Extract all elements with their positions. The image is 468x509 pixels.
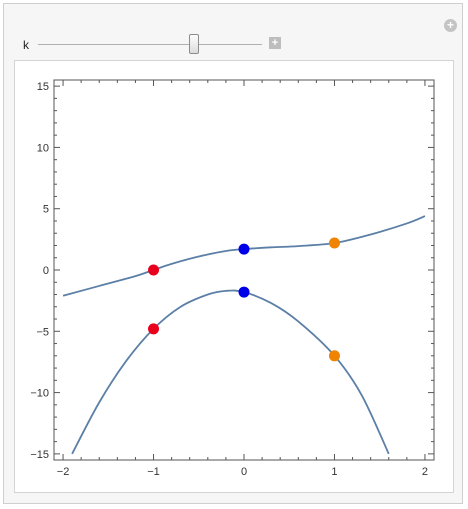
data-point — [329, 350, 340, 361]
data-point — [148, 265, 159, 276]
x-tick-label: 1 — [331, 466, 337, 478]
y-tick-label: −5 — [36, 326, 49, 338]
y-tick-label: 0 — [43, 265, 49, 277]
plot-frame — [54, 80, 434, 460]
x-tick-label: −2 — [57, 466, 70, 478]
x-tick-label: 2 — [422, 466, 428, 478]
add-circle-icon[interactable]: + — [444, 19, 457, 32]
y-tick-label: 10 — [37, 142, 49, 154]
data-point — [239, 244, 250, 255]
data-point — [239, 287, 250, 298]
y-tick-label: 15 — [37, 81, 49, 93]
curve-2 — [72, 291, 389, 454]
plot-panel: −2 −1 0 1 2 15 10 5 0 −5 −10 −15 — [14, 60, 454, 493]
expand-controls-icon[interactable]: + — [269, 37, 281, 49]
slider-label: k — [23, 38, 29, 52]
x-tick-label: 0 — [241, 466, 247, 478]
data-point — [148, 323, 159, 334]
slider-thumb[interactable] — [189, 34, 199, 54]
curve-1 — [63, 216, 425, 296]
y-tick-label: −15 — [30, 449, 49, 461]
slider-track[interactable] — [38, 44, 262, 45]
y-tick-label: 5 — [43, 204, 49, 216]
data-point — [329, 238, 340, 249]
x-tick-label: −1 — [147, 466, 160, 478]
y-tick-label: −10 — [30, 388, 49, 400]
